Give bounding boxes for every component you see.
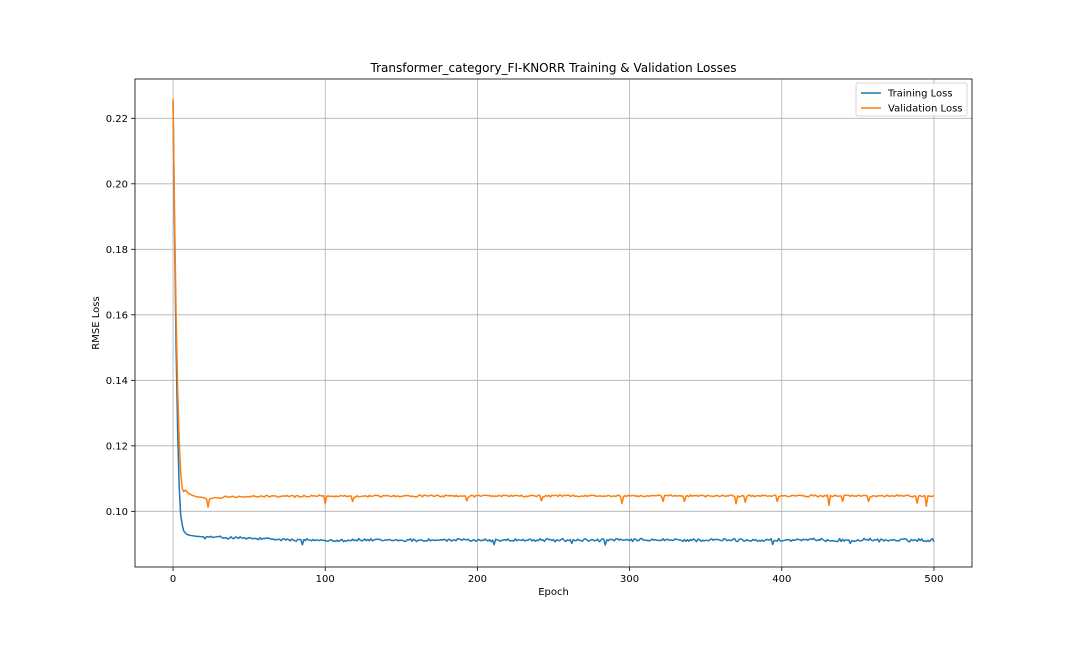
- axis-ticks: 0 100 200 300 400 500 0.10 0.12 0.14 0.16 0.18 0.20…: [106, 114, 944, 585]
- x-tick-label: 300: [620, 574, 639, 585]
- x-tick-label: 500: [924, 574, 943, 585]
- y-tick-label: 0.10: [106, 507, 128, 518]
- x-tick-label: 200: [468, 574, 487, 585]
- y-tick-label: 0.16: [106, 310, 128, 321]
- series-line-1: [172, 98, 935, 508]
- y-axis-label: RMSE Loss: [91, 296, 102, 349]
- x-tick-label: 100: [316, 574, 335, 585]
- chart-title: Transformer_category_FI-KNORR Training &…: [370, 61, 737, 75]
- y-tick-label: 0.14: [106, 376, 128, 387]
- x-axis-label: Epoch: [538, 587, 569, 598]
- x-tick-label: 0: [170, 574, 176, 585]
- series-lines: [172, 98, 935, 546]
- y-tick-label: 0.18: [106, 245, 128, 256]
- legend-label: Training Loss: [887, 89, 953, 100]
- y-tick-label: 0.22: [106, 114, 128, 125]
- x-tick-label: 400: [772, 574, 791, 585]
- series-line-0: [172, 101, 935, 546]
- y-tick-label: 0.12: [106, 441, 128, 452]
- grid: [135, 79, 972, 567]
- legend: Training Loss Validation Loss: [855, 82, 968, 117]
- y-tick-label: 0.20: [106, 179, 128, 190]
- legend-box: [855, 82, 968, 117]
- legend-label: Validation Loss: [888, 104, 963, 115]
- plot-area-frame: [134, 78, 973, 568]
